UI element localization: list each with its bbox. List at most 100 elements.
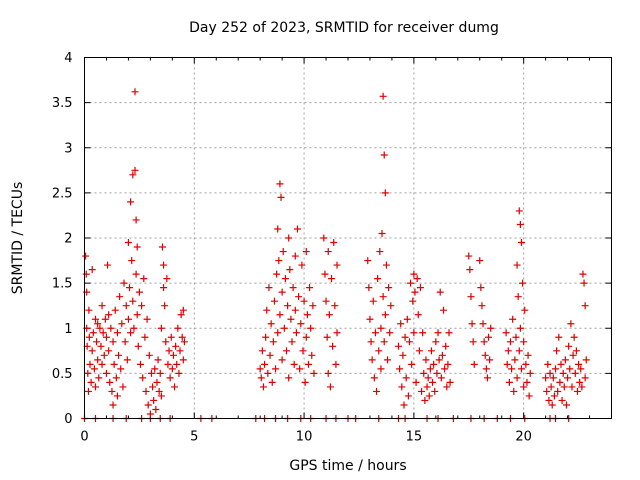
data-point: [110, 360, 118, 368]
y-tick-label: 2.5: [52, 186, 73, 201]
data-point: [446, 378, 454, 386]
data-point: [277, 193, 285, 201]
data-point: [520, 383, 528, 391]
data-point: [278, 288, 286, 296]
data-point: [578, 383, 586, 391]
data-point: [266, 351, 274, 359]
data-point: [124, 239, 132, 247]
data-point: [161, 302, 169, 310]
data-point: [423, 383, 431, 391]
data-point: [416, 284, 424, 292]
data-point: [442, 342, 450, 350]
data-point: [293, 225, 301, 233]
data-point: [467, 293, 475, 301]
data-point: [276, 311, 284, 319]
data-point: [115, 351, 123, 359]
data-point: [503, 360, 511, 368]
data-point: [436, 288, 444, 296]
data-point: [378, 229, 386, 237]
data-point: [565, 342, 573, 350]
data-point: [371, 329, 379, 337]
data-point: [561, 356, 569, 364]
data-point: [554, 387, 562, 395]
data-point: [275, 257, 283, 265]
data-point: [377, 324, 385, 332]
data-point: [100, 351, 108, 359]
data-point: [157, 392, 165, 400]
data-point: [437, 374, 445, 382]
data-point: [256, 365, 264, 373]
data-point: [547, 383, 555, 391]
data-point: [127, 198, 135, 206]
data-point: [402, 374, 410, 382]
data-point: [117, 365, 125, 373]
data-point: [382, 261, 390, 269]
data-point: [581, 374, 589, 382]
data-point: [468, 320, 476, 328]
data-point: [106, 378, 114, 386]
data-point: [479, 320, 487, 328]
data-point: [107, 324, 115, 332]
data-point: [333, 261, 341, 269]
data-point: [144, 401, 152, 409]
data-point: [295, 293, 303, 301]
data-point: [262, 333, 270, 341]
data-point: [411, 288, 419, 296]
data-point: [162, 338, 170, 346]
data-point: [332, 360, 340, 368]
data-point: [109, 401, 117, 409]
data-point: [261, 360, 269, 368]
y-tick-label: 1: [64, 322, 72, 337]
data-point: [96, 324, 104, 332]
data-point: [269, 338, 277, 346]
data-point: [469, 338, 477, 346]
data-point: [292, 329, 300, 337]
data-point: [410, 270, 418, 278]
data-point: [485, 333, 493, 341]
data-point: [546, 369, 554, 377]
data-point: [385, 284, 393, 292]
data-point: [288, 338, 296, 346]
data-point: [441, 365, 449, 373]
data-point: [511, 356, 519, 364]
data-point: [160, 284, 168, 292]
data-point: [155, 387, 163, 395]
data-point: [481, 351, 489, 359]
data-point: [141, 333, 149, 341]
data-point: [379, 293, 387, 301]
data-point: [543, 387, 551, 395]
data-point: [400, 401, 408, 409]
data-point: [329, 342, 337, 350]
data-point: [413, 275, 421, 283]
data-point: [369, 297, 377, 305]
data-point: [414, 311, 422, 319]
data-point: [94, 320, 102, 328]
data-point: [508, 365, 516, 373]
data-point: [560, 383, 568, 391]
data-point: [440, 306, 448, 314]
data-point: [579, 270, 587, 278]
data-point: [519, 279, 527, 287]
data-point: [555, 333, 563, 341]
data-point: [145, 351, 153, 359]
data-point: [172, 342, 180, 350]
data-point: [151, 365, 159, 373]
data-points: [81, 88, 590, 422]
data-point: [504, 347, 512, 355]
data-point: [580, 279, 588, 287]
data-point: [301, 378, 309, 386]
data-point: [291, 306, 299, 314]
data-point: [121, 338, 129, 346]
data-point: [524, 351, 532, 359]
data-point: [128, 257, 136, 265]
data-point: [505, 378, 513, 386]
data-point: [520, 338, 528, 346]
data-point: [175, 369, 183, 377]
data-point: [179, 306, 187, 314]
data-point: [108, 387, 116, 395]
data-point: [259, 383, 267, 391]
data-point: [113, 392, 121, 400]
data-point: [431, 387, 439, 395]
data-point: [572, 347, 580, 355]
data-point: [304, 360, 312, 368]
